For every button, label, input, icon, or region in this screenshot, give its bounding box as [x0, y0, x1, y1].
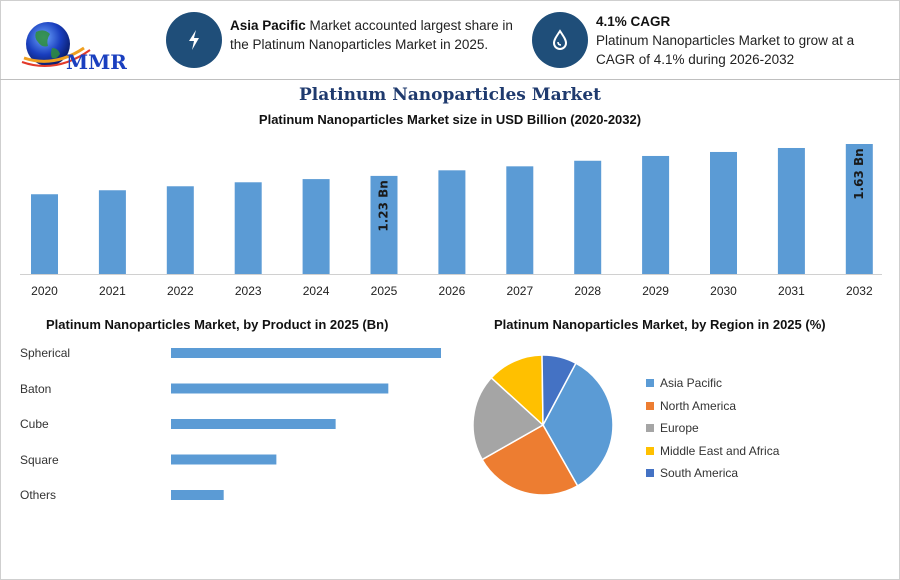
legend-swatch	[646, 446, 654, 455]
bar-2023	[234, 182, 262, 274]
header-divider	[0, 79, 900, 80]
bar-2021	[98, 190, 126, 274]
bar-2020	[31, 194, 58, 274]
category-label-baton: Baton	[20, 381, 52, 396]
bar-2026	[438, 170, 466, 274]
mmr-logo: MMR	[16, 18, 136, 78]
legend-swatch	[646, 469, 654, 478]
legend-label: Europe	[660, 421, 699, 436]
drop-icon	[532, 12, 588, 68]
pie-slice-middle-east-and-africa	[490, 354, 544, 427]
tick-label-2026: 2026	[439, 284, 466, 298]
category-label-cube: Cube	[20, 417, 49, 431]
pie-slice-europe	[472, 376, 545, 461]
category-label-spherical: Spherical	[20, 346, 71, 360]
tick-label-2031: 2031	[778, 284, 805, 298]
legend-item-europe: Europe	[646, 417, 779, 440]
info-card-cagr: 4.1% CAGR Platinum Nanoparticles Market t…	[532, 12, 882, 69]
tick-label-2030: 2030	[710, 284, 737, 298]
tick-label-2029: 2029	[642, 284, 669, 298]
region-legend: Asia Pacific North America Europe Middle Ea…	[646, 372, 779, 485]
tick-label-2022: 2022	[167, 284, 194, 298]
bar-2024	[302, 179, 330, 274]
bar-2022	[166, 186, 194, 274]
category-label-others: Others	[20, 488, 57, 502]
bar-chart-title: Platinum Nanoparticles Market size in US…	[258, 112, 642, 127]
legend-item-asia-pacific: Asia Pacific	[646, 372, 779, 395]
tick-label-2032: 2032	[846, 284, 873, 298]
bar-2029	[642, 155, 670, 274]
data-label-2025: 1.23 Bn	[377, 180, 391, 231]
legend-item-south-america: South America	[646, 462, 779, 485]
bar-2025	[370, 175, 398, 274]
pie-slice-north-america	[481, 423, 579, 496]
region-chart-title: Platinum Nanoparticles Market, by Region…	[494, 317, 826, 332]
tick-label-2028: 2028	[574, 284, 601, 298]
main-title: Platinum Nanoparticles Market	[299, 85, 601, 105]
pie-slice-south-america	[541, 354, 577, 426]
info-card-cagr-text: 4.1% CAGR Platinum Nanoparticles Market t…	[596, 14, 855, 67]
tick-label-2021: 2021	[99, 284, 126, 298]
legend-label: North America	[660, 398, 737, 413]
product-chart-title: Platinum Nanoparticles Market, by Produc…	[46, 317, 389, 332]
legend-swatch	[646, 424, 654, 433]
hbar-spherical	[171, 348, 441, 358]
bar-2027	[506, 166, 534, 274]
lightning-icon	[166, 12, 222, 68]
legend-label: South America	[660, 466, 739, 481]
legend-label: Asia Pacific	[660, 376, 723, 391]
bar-2030	[710, 151, 737, 274]
legend-label: Middle East and Africa	[660, 443, 780, 458]
tick-label-2027: 2027	[506, 284, 533, 298]
tick-label-2020: 2020	[31, 284, 58, 298]
hbar-baton	[171, 383, 389, 394]
bar-2032	[845, 144, 873, 274]
info-card-region-text: Asia Pacific Market accounted largest sh…	[230, 18, 513, 52]
logo-text: MMR	[66, 50, 127, 74]
tick-label-2024: 2024	[303, 284, 330, 298]
info-card-region: Asia Pacific Market accounted largest sh…	[166, 12, 526, 68]
legend-swatch	[646, 401, 654, 410]
hbar-others	[171, 490, 224, 500]
tick-label-2023: 2023	[235, 284, 262, 298]
data-label-2032: 1.63 Bn	[852, 148, 866, 199]
tick-label-2025: 2025	[371, 284, 398, 298]
bar-2028	[574, 160, 602, 274]
hbar-cube	[171, 419, 336, 429]
legend-swatch	[646, 379, 654, 388]
bar-2031	[777, 147, 805, 274]
legend-item-middle-east-and-africa: Middle East and Africa	[646, 440, 779, 463]
hbar-square	[171, 454, 277, 465]
category-label-square: Square	[20, 452, 59, 467]
legend-item-north-america: North America	[646, 395, 779, 418]
